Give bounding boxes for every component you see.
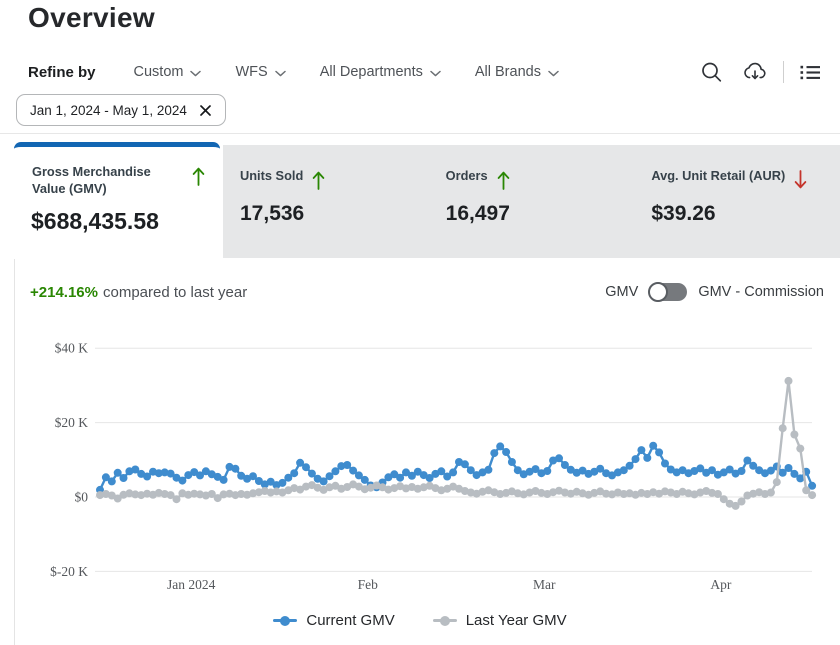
close-icon[interactable] xyxy=(199,104,212,117)
chevron-down-icon xyxy=(430,70,441,77)
kpi-value: 16,497 xyxy=(446,202,635,226)
svg-text:Feb: Feb xyxy=(358,577,379,592)
comparison-percent: +214.16% xyxy=(30,284,98,301)
refine-by-label: Refine by xyxy=(28,64,96,81)
kpi-value: 17,536 xyxy=(240,202,429,226)
svg-text:$40 K: $40 K xyxy=(55,341,89,356)
kpi-tab-row: Units Sold 17,536 Orders 16,497 Avg. Uni… xyxy=(223,145,840,258)
toggle-knob xyxy=(648,282,668,302)
trend-up-icon xyxy=(311,169,326,191)
kpi-label: Orders xyxy=(446,167,488,184)
legend-marker-current xyxy=(273,619,297,622)
kpi-label: Avg. Unit Retail (AUR) xyxy=(651,167,785,184)
kpi-value: $39.26 xyxy=(651,202,840,226)
page-title: Overview xyxy=(28,2,155,34)
filter-bar: Refine by Custom WFS All Departments All… xyxy=(28,58,824,86)
kpi-label: Units Sold xyxy=(240,167,303,184)
kpi-tab-aur[interactable]: Avg. Unit Retail (AUR) $39.26 xyxy=(634,145,840,258)
comparison-text: compared to last year xyxy=(103,284,247,301)
kpi-tab-orders[interactable]: Orders 16,497 xyxy=(429,145,635,258)
cloud-download-icon[interactable] xyxy=(741,58,769,86)
chart-legend: Current GMV Last Year GMV xyxy=(0,612,840,629)
section-divider xyxy=(0,133,840,134)
trend-up-icon xyxy=(496,169,511,191)
kpi-tab-gmv[interactable]: Gross Merchandise Value (GMV) $688,435.5… xyxy=(14,142,220,259)
date-range-chip[interactable]: Jan 1, 2024 - May 1, 2024 xyxy=(16,94,226,126)
legend-marker-lastyear xyxy=(433,619,457,622)
chevron-down-icon xyxy=(548,70,559,77)
svg-text:Jan 2024: Jan 2024 xyxy=(167,577,216,592)
list-icon[interactable] xyxy=(796,58,824,86)
search-icon[interactable] xyxy=(697,58,725,86)
kpi-tab-units-sold[interactable]: Units Sold 17,536 xyxy=(223,145,429,258)
legend-item-current-gmv[interactable]: Current GMV xyxy=(273,612,394,629)
svg-text:Apr: Apr xyxy=(710,577,731,592)
trend-down-icon xyxy=(793,169,808,191)
gmv-commission-toggle-group: GMV GMV - Commission xyxy=(605,283,824,301)
chevron-down-icon xyxy=(275,70,286,77)
comparison-row: +214.16% compared to last year GMV GMV -… xyxy=(30,281,824,303)
svg-text:$-20 K: $-20 K xyxy=(50,564,88,579)
date-range-label: Jan 1, 2024 - May 1, 2024 xyxy=(30,103,187,118)
overview-dashboard: Overview Refine by Custom WFS All Depart… xyxy=(0,0,840,645)
dropdown-wfs[interactable]: WFS xyxy=(235,64,285,80)
kpi-label: Gross Merchandise Value (GMV) xyxy=(32,163,183,198)
gmv-commission-toggle[interactable] xyxy=(649,283,687,301)
legend-item-last-year-gmv[interactable]: Last Year GMV xyxy=(433,612,567,629)
kpi-value: $688,435.58 xyxy=(14,208,220,235)
icon-divider xyxy=(783,61,784,83)
chevron-down-icon xyxy=(190,70,201,77)
svg-text:$20 K: $20 K xyxy=(55,415,89,430)
trend-up-icon xyxy=(191,165,206,187)
svg-text:$0: $0 xyxy=(75,490,89,505)
gmv-line-chart[interactable]: $40 K $20 K $0 $-20 K Jan 2024 Feb Mar Apr xyxy=(0,330,840,602)
toggle-right-label: GMV - Commission xyxy=(698,284,824,300)
dropdown-departments[interactable]: All Departments xyxy=(320,64,441,80)
dropdown-custom[interactable]: Custom xyxy=(134,64,202,80)
toggle-left-label: GMV xyxy=(605,284,638,300)
svg-text:Mar: Mar xyxy=(533,577,556,592)
dropdown-brands[interactable]: All Brands xyxy=(475,64,559,80)
